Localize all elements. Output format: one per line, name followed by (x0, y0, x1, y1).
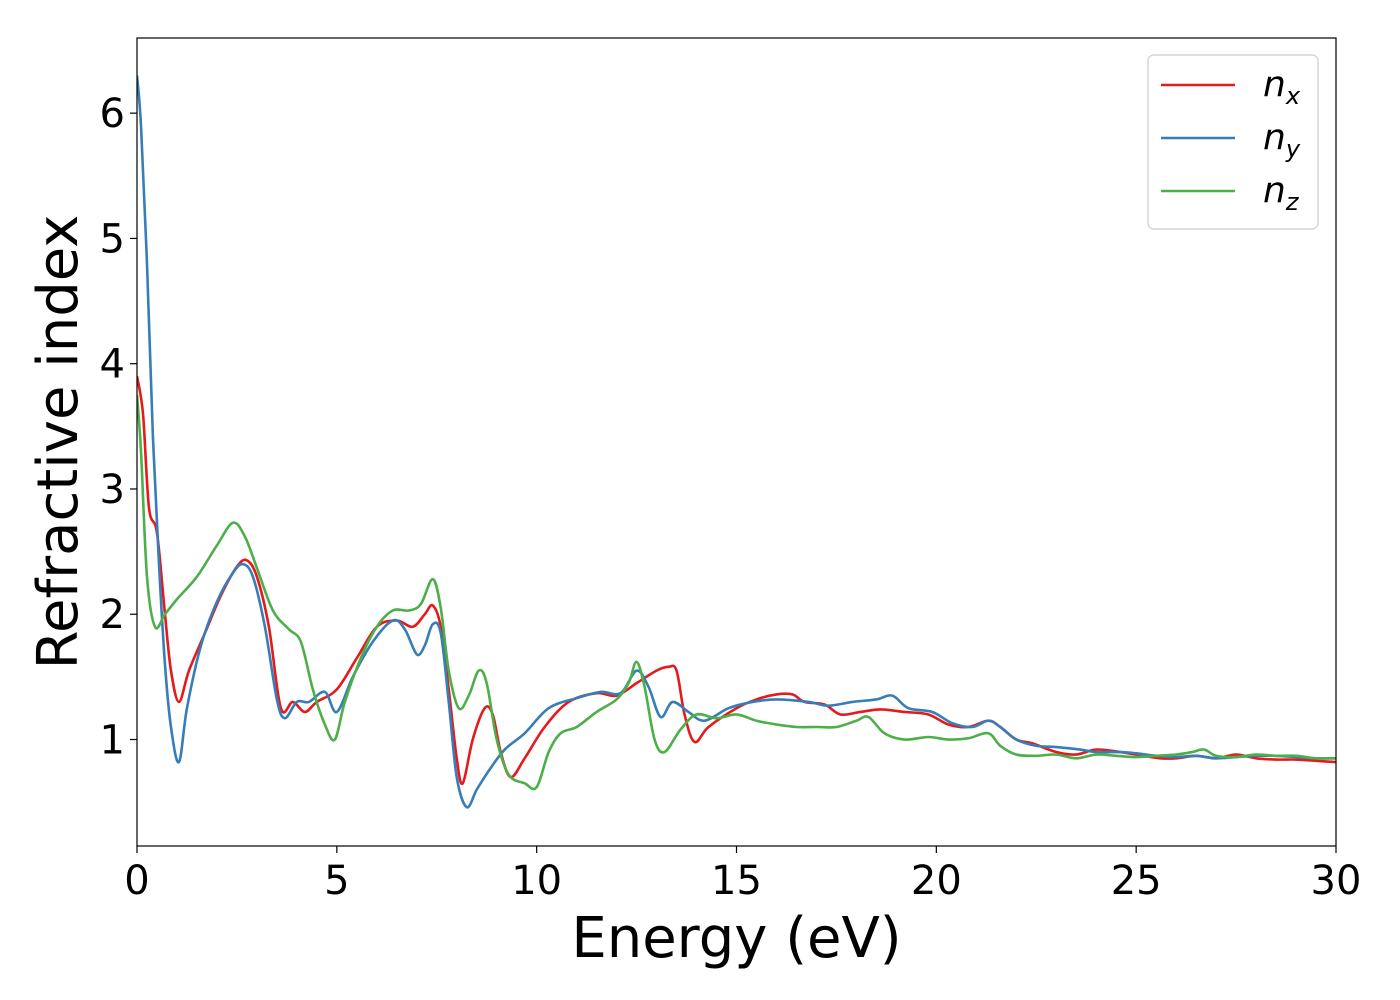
legend-label-main: n (1263, 170, 1286, 211)
x-tick-label: 0 (124, 858, 149, 904)
y-tick-label: 6 (100, 91, 125, 137)
x-tick-label: 5 (324, 858, 349, 904)
y-tick-label: 2 (100, 592, 125, 638)
x-tick-label: 10 (511, 858, 562, 904)
y-axis: 1 2 3 4 5 6 (100, 91, 137, 764)
legend-label-subscript: y (1285, 135, 1301, 163)
legend-box (1147, 54, 1319, 230)
legend-label-x: nx (1263, 64, 1301, 110)
legend-label-subscript: x (1285, 82, 1301, 110)
x-tick-label: 20 (911, 858, 962, 904)
y-tick-label: 1 (100, 718, 125, 764)
series-line-x (137, 376, 1336, 786)
series-line-y (137, 75, 1336, 809)
x-axis: 0 5 10 15 20 25 30 (124, 846, 1361, 904)
series-layer (137, 75, 1336, 809)
legend-label-main: n (1263, 117, 1286, 158)
y-axis-label: Refractive index (26, 215, 91, 670)
legend-label-z: nz (1263, 170, 1300, 216)
legend-label-y: ny (1263, 117, 1301, 163)
x-tick-label: 25 (1111, 858, 1162, 904)
series-line-z (137, 394, 1336, 791)
y-tick-label: 4 (100, 342, 125, 388)
legend-label-main: n (1263, 64, 1286, 105)
x-tick-label: 15 (711, 858, 762, 904)
x-axis-label: Energy (eV) (571, 906, 901, 971)
legend-label-subscript: z (1285, 188, 1300, 216)
x-tick-label: 30 (1311, 858, 1362, 904)
y-tick-label: 3 (100, 467, 125, 513)
y-tick-label: 5 (100, 216, 125, 262)
